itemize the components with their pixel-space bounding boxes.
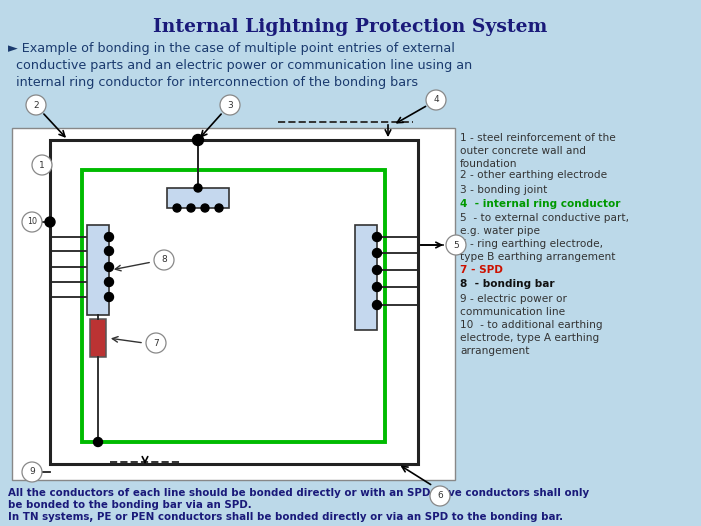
Circle shape bbox=[194, 184, 202, 192]
Circle shape bbox=[104, 247, 114, 256]
Text: In TN systems, PE or PEN conductors shall be bonded directly or via an SPD to th: In TN systems, PE or PEN conductors shal… bbox=[8, 512, 563, 522]
Circle shape bbox=[26, 95, 46, 115]
Text: 7: 7 bbox=[153, 339, 159, 348]
Text: 8: 8 bbox=[161, 256, 167, 265]
Text: 9: 9 bbox=[29, 468, 35, 477]
Text: All the conductors of each line should be bonded directly or with an SPD. Live c: All the conductors of each line should b… bbox=[8, 488, 589, 498]
Bar bbox=[355, 225, 377, 330]
Text: 6 - ring earthing electrode,
type B earthing arrangement: 6 - ring earthing electrode, type B eart… bbox=[460, 239, 615, 262]
Text: be bonded to the bonding bar via an SPD.: be bonded to the bonding bar via an SPD. bbox=[8, 500, 252, 510]
Circle shape bbox=[446, 235, 466, 255]
Text: 4: 4 bbox=[433, 96, 439, 105]
Circle shape bbox=[193, 135, 203, 146]
Circle shape bbox=[372, 266, 381, 275]
Text: 1: 1 bbox=[39, 160, 45, 169]
Circle shape bbox=[104, 278, 114, 287]
Circle shape bbox=[426, 90, 446, 110]
Bar bbox=[50, 140, 418, 464]
Circle shape bbox=[430, 486, 450, 506]
Text: 5: 5 bbox=[453, 240, 459, 249]
Text: 3: 3 bbox=[227, 100, 233, 109]
Circle shape bbox=[187, 204, 195, 212]
Bar bbox=[12, 128, 455, 480]
Bar bbox=[87, 225, 109, 315]
Text: 3 - bonding joint: 3 - bonding joint bbox=[460, 185, 547, 195]
Circle shape bbox=[32, 155, 52, 175]
Circle shape bbox=[372, 282, 381, 291]
Bar bbox=[90, 319, 106, 357]
Text: 10  - to additional earthing
electrode, type A earthing
arrangement: 10 - to additional earthing electrode, t… bbox=[460, 320, 603, 356]
Circle shape bbox=[104, 232, 114, 241]
Text: 10: 10 bbox=[27, 217, 37, 227]
Text: ► Example of bonding in the case of multiple point entries of external
  conduct: ► Example of bonding in the case of mult… bbox=[8, 42, 472, 89]
Bar bbox=[167, 188, 229, 208]
Circle shape bbox=[154, 250, 174, 270]
Circle shape bbox=[22, 212, 42, 232]
Circle shape bbox=[215, 204, 223, 212]
Circle shape bbox=[173, 204, 181, 212]
Circle shape bbox=[45, 217, 55, 227]
Circle shape bbox=[201, 204, 209, 212]
Text: 1 - steel reinforcement of the
outer concrete wall and
foundation: 1 - steel reinforcement of the outer con… bbox=[460, 133, 615, 169]
Circle shape bbox=[372, 300, 381, 309]
Text: 2: 2 bbox=[33, 100, 39, 109]
Text: Internal Lightning Protection System: Internal Lightning Protection System bbox=[153, 18, 547, 36]
Text: 6: 6 bbox=[437, 491, 443, 501]
Circle shape bbox=[372, 232, 381, 241]
Circle shape bbox=[104, 262, 114, 271]
Circle shape bbox=[104, 292, 114, 301]
Circle shape bbox=[93, 438, 102, 447]
Text: 8  - bonding bar: 8 - bonding bar bbox=[460, 279, 554, 289]
Circle shape bbox=[220, 95, 240, 115]
Text: 9 - electric power or
communication line: 9 - electric power or communication line bbox=[460, 294, 567, 317]
Bar bbox=[82, 170, 385, 442]
Circle shape bbox=[372, 248, 381, 258]
Text: 7 - SPD: 7 - SPD bbox=[460, 265, 503, 275]
Text: 4  - internal ring conductor: 4 - internal ring conductor bbox=[460, 199, 620, 209]
Text: 2 - other earthing electrode: 2 - other earthing electrode bbox=[460, 170, 607, 180]
Text: 5  - to external conductive part,
e.g. water pipe: 5 - to external conductive part, e.g. wa… bbox=[460, 214, 629, 237]
Circle shape bbox=[22, 462, 42, 482]
Circle shape bbox=[146, 333, 166, 353]
